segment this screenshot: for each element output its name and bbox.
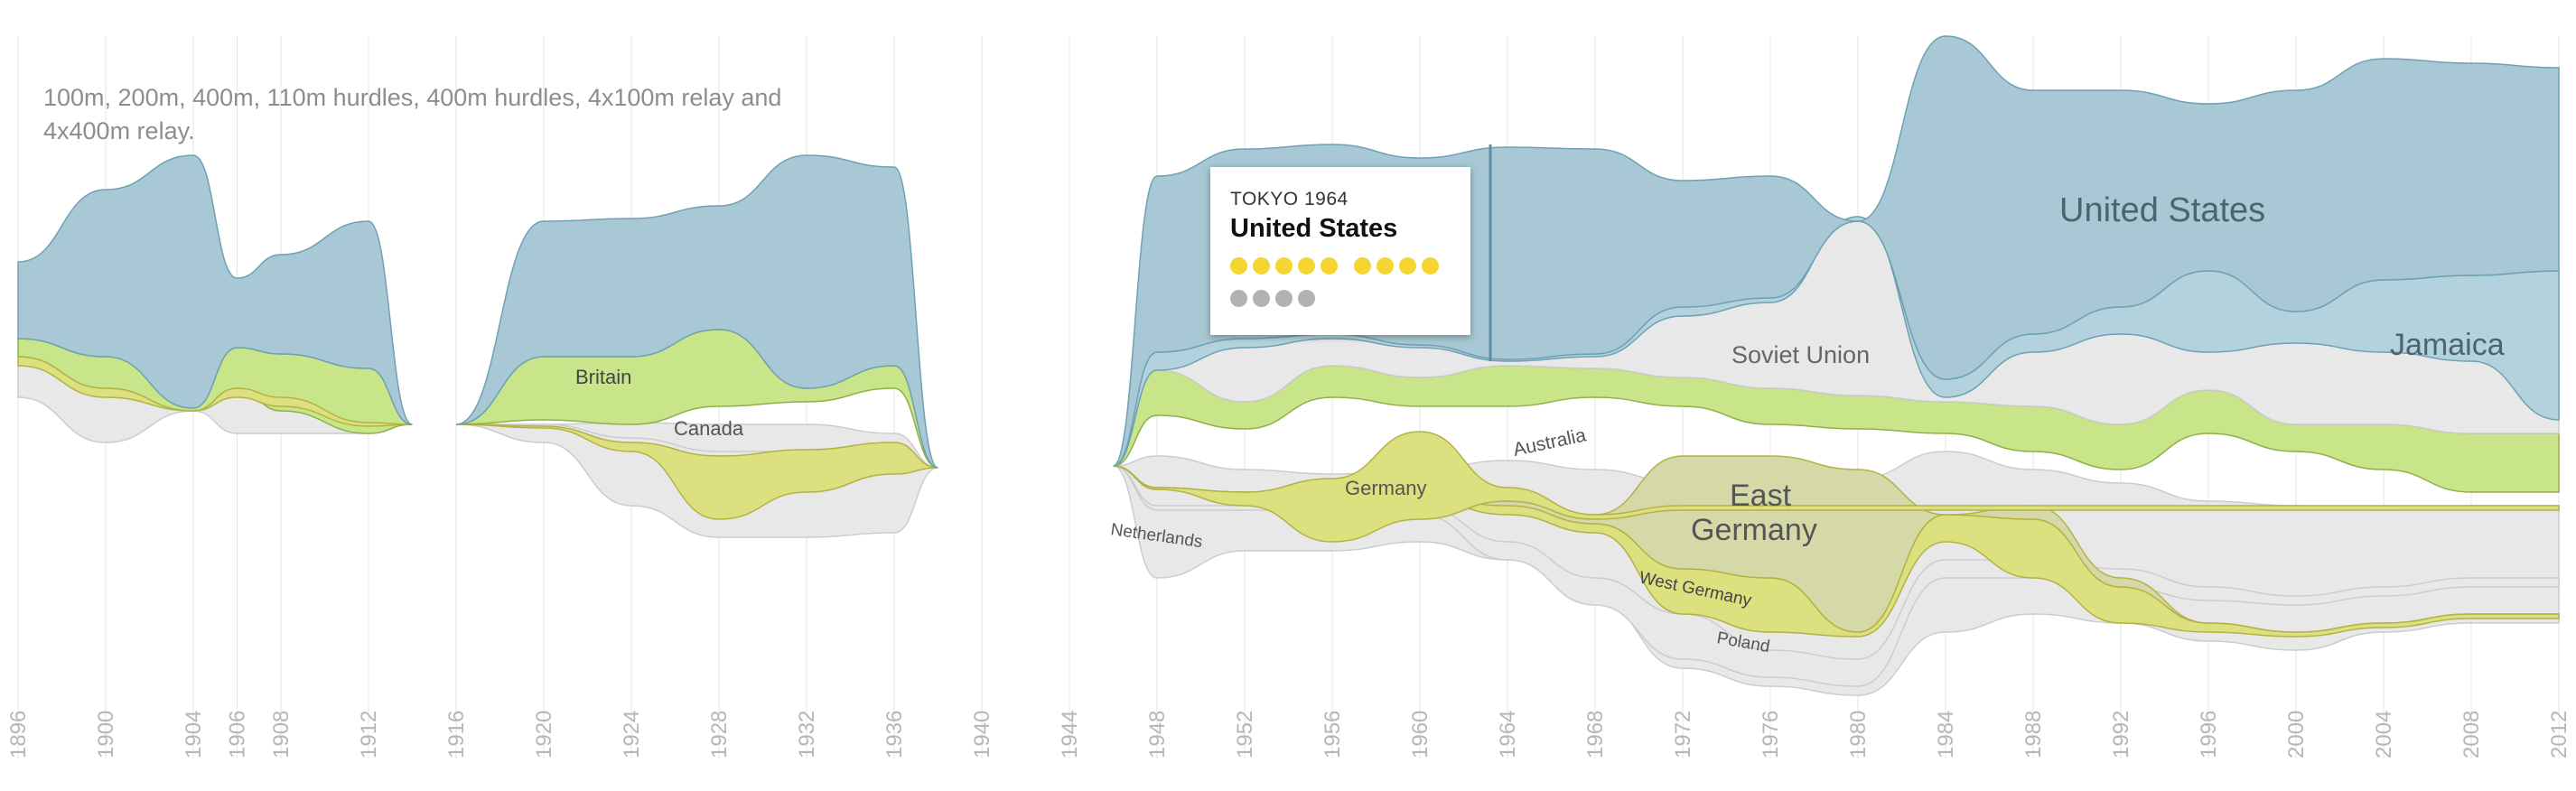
stream-poland [1113,465,2560,687]
tick-label-1916: 1916 [444,711,469,758]
year-axis: 1896 1900 1904 1906 1908 1912 1916 1920 1924 1928… [6,711,2571,758]
tick-label-1940: 1940 [970,711,994,758]
tick-label-1988: 1988 [2021,711,2046,758]
events-note: 100m, 200m, 400m, 110m hurdles, 400m hur… [43,84,782,144]
gold-medal-dot [1399,257,1416,275]
tick-label-2008: 2008 [2459,711,2484,758]
gold-medal-dot [1321,257,1338,275]
gold-medal-dot [1354,257,1371,275]
tick-label-1896: 1896 [6,711,31,758]
tick-label-1932: 1932 [795,711,819,758]
label-jamaica: Jamaica [2390,328,2505,362]
other-medal-dot [1253,290,1270,307]
tooltip: TOKYO 1964 United States [1210,167,1470,335]
label-soviet-union: Soviet Union [1731,341,1870,368]
tick-label-1906: 1906 [226,711,250,758]
gold-medal-dot [1230,257,1247,275]
tick-label-1936: 1936 [882,711,907,758]
other-medal-dot [1275,290,1293,307]
label-east-germany-2: Germany [1691,513,1817,547]
stream-us-2 [455,154,938,469]
tick-label-1924: 1924 [620,711,644,758]
tick-label-2004: 2004 [2372,711,2396,758]
stream-germany-2 [455,423,938,520]
tooltip-gold-medals [1230,257,1444,275]
tick-label-1904: 1904 [182,711,206,758]
tick-label-1992: 1992 [2109,711,2133,758]
tick-label-1900: 1900 [94,711,118,758]
stream-us-3 [1113,35,2560,467]
tick-label-1956: 1956 [1321,711,1345,758]
label-britain: Britain [575,366,631,388]
tick-label-1980: 1980 [1846,711,1871,758]
tick-label-1948: 1948 [1145,711,1170,758]
label-east-germany-1: East [1730,479,1792,513]
tick-label-1944: 1944 [1058,711,1082,758]
tick-label-1976: 1976 [1759,711,1783,758]
tick-label-1912: 1912 [357,711,381,758]
stream-germany-3 [1113,431,2560,543]
label-germany: Germany [1345,477,1426,499]
gold-medal-dot [1422,257,1439,275]
tick-label-1984: 1984 [1934,711,1958,758]
tick-label-2000: 2000 [2284,711,2309,758]
label-canada: Canada [674,417,744,440]
tick-label-1908: 1908 [269,711,294,758]
tick-label-1928: 1928 [707,711,732,758]
gold-medal-dot [1275,257,1293,275]
gold-medal-dot [1377,257,1394,275]
stream-us-1 [17,154,413,425]
other-medal-dot [1230,290,1247,307]
tick-label-1996: 1996 [2197,711,2221,758]
tick-label-1952: 1952 [1233,711,1257,758]
country-streams [17,35,2560,696]
tick-label-1972: 1972 [1671,711,1695,758]
label-united-states: United States [2059,191,2265,229]
label-australia: Australia [1511,424,1588,461]
tick-label-1960: 1960 [1408,711,1433,758]
other-medal-dot [1298,290,1315,307]
tick-label-1964: 1964 [1496,711,1520,758]
tick-label-1968: 1968 [1583,711,1608,758]
tooltip-country: United States [1230,214,1398,243]
gold-medal-dot [1253,257,1270,275]
gold-medal-dot [1298,257,1315,275]
tooltip-event: TOKYO 1964 [1230,189,1349,209]
tooltip-other-medals [1230,290,1321,307]
tick-label-2012: 2012 [2547,711,2571,758]
tick-label-1920: 1920 [532,711,556,758]
